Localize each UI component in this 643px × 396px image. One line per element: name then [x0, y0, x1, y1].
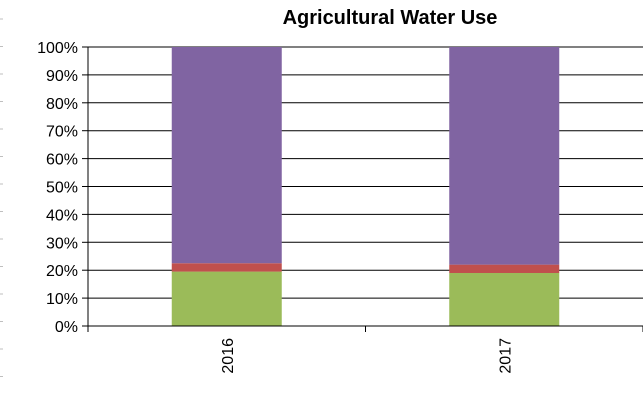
y-tick-label: 100%: [37, 40, 78, 57]
y-tick-label: 20%: [46, 263, 78, 280]
y-tick-label: 0%: [55, 319, 78, 336]
x-tick-label: 2017: [497, 338, 514, 374]
bar-segment: [171, 263, 282, 272]
y-tick-label: 40%: [46, 207, 78, 224]
bar-segment: [449, 264, 560, 273]
y-tick-label: 10%: [46, 291, 78, 308]
bar-segment: [449, 47, 560, 265]
y-tick-label: 30%: [46, 235, 78, 252]
y-tick-label: 60%: [46, 152, 78, 169]
y-tick-label: 90%: [46, 68, 78, 85]
bar-segment: [171, 47, 282, 264]
chart-title: Agricultural Water Use: [282, 7, 498, 29]
x-tick-label: 2016: [220, 338, 237, 374]
y-tick-label: 70%: [46, 124, 78, 141]
bar-segment: [449, 272, 560, 326]
bar-segment: [171, 271, 282, 326]
y-tick-label: 50%: [46, 180, 78, 197]
y-tick-label: 80%: [46, 96, 78, 113]
